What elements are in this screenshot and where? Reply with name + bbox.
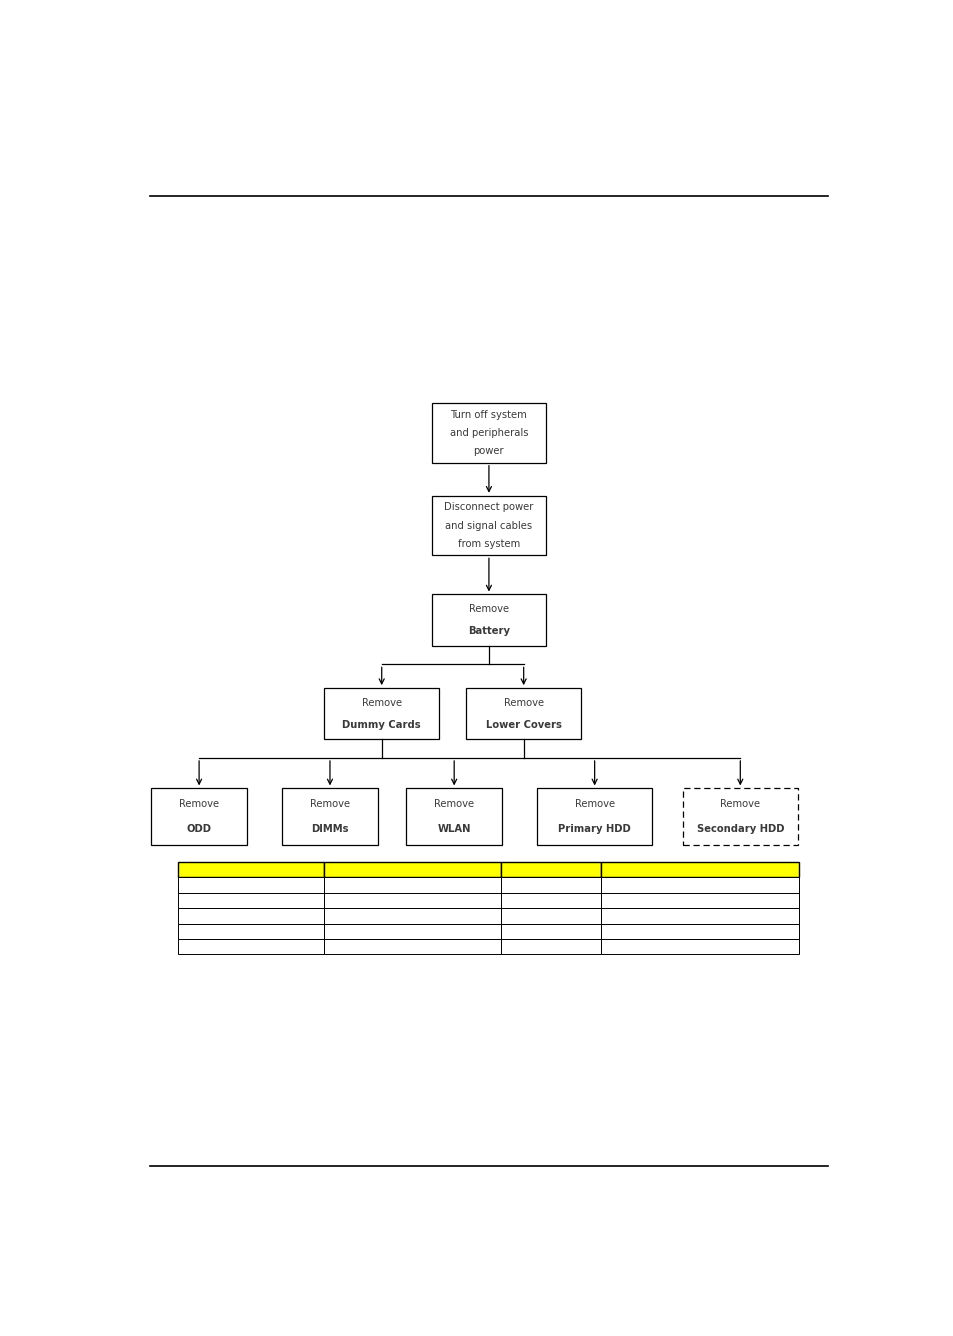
FancyBboxPatch shape: [324, 939, 501, 954]
FancyBboxPatch shape: [324, 688, 438, 740]
FancyBboxPatch shape: [431, 496, 546, 556]
Text: and peripherals: and peripherals: [449, 428, 528, 438]
FancyBboxPatch shape: [324, 892, 501, 908]
Text: Remove: Remove: [361, 697, 401, 708]
Text: Secondary HDD: Secondary HDD: [696, 824, 783, 834]
Text: Remove: Remove: [179, 799, 219, 810]
FancyBboxPatch shape: [600, 923, 799, 939]
FancyBboxPatch shape: [324, 878, 501, 892]
FancyBboxPatch shape: [406, 788, 501, 844]
Text: Disconnect power: Disconnect power: [444, 502, 533, 513]
Text: from system: from system: [457, 538, 519, 549]
Text: Primary HDD: Primary HDD: [558, 824, 630, 834]
FancyBboxPatch shape: [431, 595, 546, 645]
FancyBboxPatch shape: [501, 939, 600, 954]
FancyBboxPatch shape: [178, 908, 324, 923]
Text: Remove: Remove: [720, 799, 760, 810]
FancyBboxPatch shape: [466, 688, 580, 740]
Text: Remove: Remove: [574, 799, 614, 810]
Text: power: power: [473, 446, 504, 456]
FancyBboxPatch shape: [600, 878, 799, 892]
FancyBboxPatch shape: [501, 878, 600, 892]
FancyBboxPatch shape: [501, 923, 600, 939]
Text: Battery: Battery: [467, 627, 510, 636]
Text: and signal cables: and signal cables: [445, 521, 532, 530]
Text: Remove: Remove: [434, 799, 474, 810]
FancyBboxPatch shape: [682, 788, 797, 844]
FancyBboxPatch shape: [600, 939, 799, 954]
Text: Remove: Remove: [310, 799, 350, 810]
Text: Dummy Cards: Dummy Cards: [342, 720, 420, 729]
FancyBboxPatch shape: [178, 892, 324, 908]
FancyBboxPatch shape: [600, 908, 799, 923]
FancyBboxPatch shape: [501, 892, 600, 908]
FancyBboxPatch shape: [537, 788, 651, 844]
Text: ODD: ODD: [187, 824, 212, 834]
FancyBboxPatch shape: [324, 923, 501, 939]
Text: Turn off system: Turn off system: [450, 410, 527, 420]
Text: Remove: Remove: [503, 697, 543, 708]
FancyBboxPatch shape: [324, 908, 501, 923]
FancyBboxPatch shape: [324, 862, 501, 878]
FancyBboxPatch shape: [501, 908, 600, 923]
FancyBboxPatch shape: [600, 892, 799, 908]
FancyBboxPatch shape: [151, 788, 247, 844]
FancyBboxPatch shape: [178, 939, 324, 954]
Text: WLAN: WLAN: [437, 824, 471, 834]
FancyBboxPatch shape: [501, 862, 600, 878]
Text: DIMMs: DIMMs: [311, 824, 349, 834]
FancyBboxPatch shape: [600, 862, 799, 878]
FancyBboxPatch shape: [281, 788, 377, 844]
Text: Remove: Remove: [468, 604, 509, 615]
FancyBboxPatch shape: [178, 878, 324, 892]
FancyBboxPatch shape: [431, 403, 546, 462]
FancyBboxPatch shape: [178, 923, 324, 939]
FancyBboxPatch shape: [178, 862, 324, 878]
Text: Lower Covers: Lower Covers: [485, 720, 561, 729]
